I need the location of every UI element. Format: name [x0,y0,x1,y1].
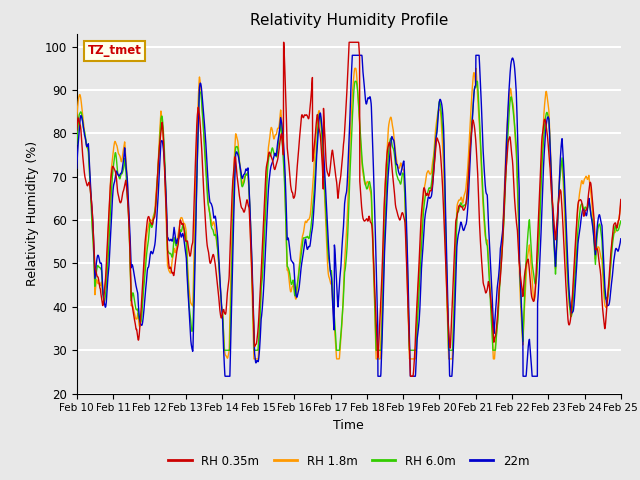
Legend: RH 0.35m, RH 1.8m, RH 6.0m, 22m: RH 0.35m, RH 1.8m, RH 6.0m, 22m [164,450,534,472]
Text: TZ_tmet: TZ_tmet [88,44,141,58]
X-axis label: Time: Time [333,419,364,432]
Title: Relativity Humidity Profile: Relativity Humidity Profile [250,13,448,28]
Y-axis label: Relativity Humidity (%): Relativity Humidity (%) [26,141,39,286]
